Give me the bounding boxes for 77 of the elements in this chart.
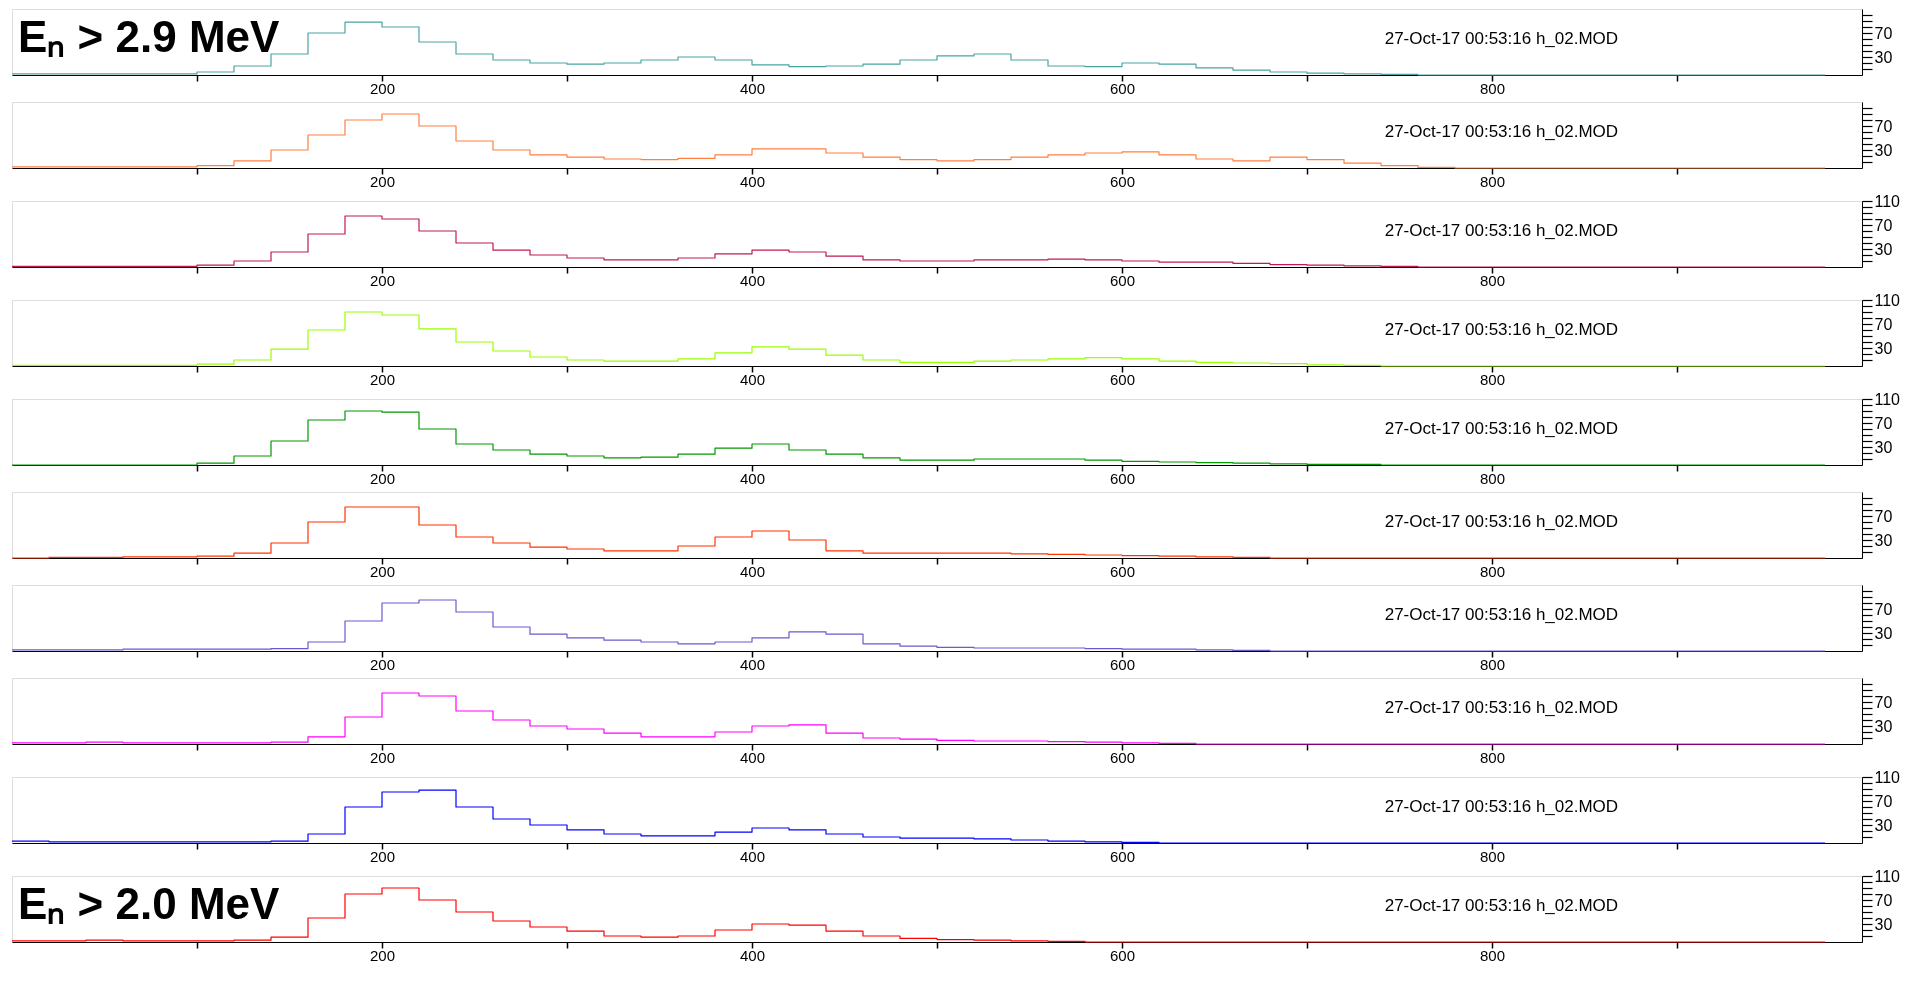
annotation: 27-Oct-17 00:53:16 h_02.MOD	[1384, 121, 1619, 141]
y-tick-label: 110	[1874, 867, 1901, 885]
y-tick-label: 110	[1874, 390, 1901, 408]
y-tick-label: 110	[1874, 192, 1901, 210]
x-tick-label: 400	[739, 79, 766, 97]
y-tick-label: 70	[1874, 600, 1893, 618]
x-tick-label: 200	[369, 748, 396, 766]
x-tick-label: 400	[739, 562, 766, 580]
y-tick-label: 70	[1874, 315, 1893, 333]
x-tick-label: 200	[369, 847, 396, 865]
annotation: 27-Oct-17 00:53:16 h_02.MOD	[1384, 796, 1619, 816]
y-tick-label: 70	[1874, 693, 1893, 711]
x-tick-label: 400	[739, 271, 766, 289]
y-tick-label: 30	[1874, 531, 1893, 549]
x-tick-label: 600	[1109, 469, 1136, 487]
annotation: 27-Oct-17 00:53:16 h_02.MOD	[1384, 511, 1619, 531]
annotation: 27-Oct-17 00:53:16 h_02.MOD	[1384, 697, 1619, 717]
x-tick-label: 400	[739, 370, 766, 388]
x-tick-label: 800	[1479, 79, 1506, 97]
y-tick-label: 70	[1874, 24, 1893, 42]
annotation: 27-Oct-17 00:53:16 h_02.MOD	[1384, 895, 1619, 915]
x-tick-label: 800	[1479, 748, 1506, 766]
x-tick-label: 200	[369, 370, 396, 388]
y-tick-label: 70	[1874, 891, 1893, 909]
y-tick-label: 110	[1874, 768, 1901, 786]
x-tick-label: 400	[739, 469, 766, 487]
x-tick-label: 200	[369, 946, 396, 964]
x-tick-label: 800	[1479, 655, 1506, 673]
x-tick-label: 200	[369, 655, 396, 673]
x-tick-label: 600	[1109, 370, 1136, 388]
x-tick-label: 800	[1479, 469, 1506, 487]
y-tick-label: 30	[1874, 438, 1893, 456]
x-tick-label: 600	[1109, 172, 1136, 190]
y-tick-label: 70	[1874, 117, 1893, 135]
y-tick-label: 30	[1874, 339, 1893, 357]
y-tick-label: 30	[1874, 915, 1893, 933]
y-tick-label: 30	[1874, 141, 1893, 159]
x-tick-label: 600	[1109, 79, 1136, 97]
x-tick-label: 400	[739, 172, 766, 190]
x-tick-label: 600	[1109, 655, 1136, 673]
y-tick-label: 30	[1874, 717, 1893, 735]
x-tick-label: 800	[1479, 172, 1506, 190]
x-tick-label: 400	[739, 655, 766, 673]
x-tick-label: 600	[1109, 271, 1136, 289]
annotation: 27-Oct-17 00:53:16 h_02.MOD	[1384, 604, 1619, 624]
annotation: 27-Oct-17 00:53:16 h_02.MOD	[1384, 28, 1619, 48]
y-tick-label: 70	[1874, 216, 1893, 234]
x-tick-label: 800	[1479, 562, 1506, 580]
y-tick-label: 70	[1874, 414, 1893, 432]
x-tick-label: 600	[1109, 562, 1136, 580]
x-tick-label: 800	[1479, 847, 1506, 865]
chart-title: Eₙ > 2.9 MeV	[18, 11, 281, 61]
y-tick-label: 110	[1874, 291, 1901, 309]
x-tick-label: 600	[1109, 946, 1136, 964]
x-tick-label: 800	[1479, 370, 1506, 388]
y-tick-label: 30	[1874, 624, 1893, 642]
x-tick-label: 800	[1479, 946, 1506, 964]
x-tick-label: 400	[739, 847, 766, 865]
annotation: 27-Oct-17 00:53:16 h_02.MOD	[1384, 418, 1619, 438]
annotation: 27-Oct-17 00:53:16 h_02.MOD	[1384, 220, 1619, 240]
annotation: 27-Oct-17 00:53:16 h_02.MOD	[1384, 319, 1619, 339]
x-tick-label: 200	[369, 172, 396, 190]
x-tick-label: 600	[1109, 748, 1136, 766]
x-tick-label: 200	[369, 469, 396, 487]
x-tick-label: 600	[1109, 847, 1136, 865]
x-tick-label: 200	[369, 79, 396, 97]
y-tick-label: 70	[1874, 792, 1893, 810]
y-tick-label: 30	[1874, 48, 1893, 66]
x-tick-label: 400	[739, 946, 766, 964]
x-tick-label: 800	[1479, 271, 1506, 289]
x-tick-label: 200	[369, 562, 396, 580]
y-tick-label: 30	[1874, 816, 1893, 834]
x-tick-label: 200	[369, 271, 396, 289]
chart-title: Eₙ > 2.0 MeV	[18, 878, 281, 928]
x-tick-label: 400	[739, 748, 766, 766]
y-tick-label: 70	[1874, 507, 1893, 525]
y-tick-label: 30	[1874, 240, 1893, 258]
